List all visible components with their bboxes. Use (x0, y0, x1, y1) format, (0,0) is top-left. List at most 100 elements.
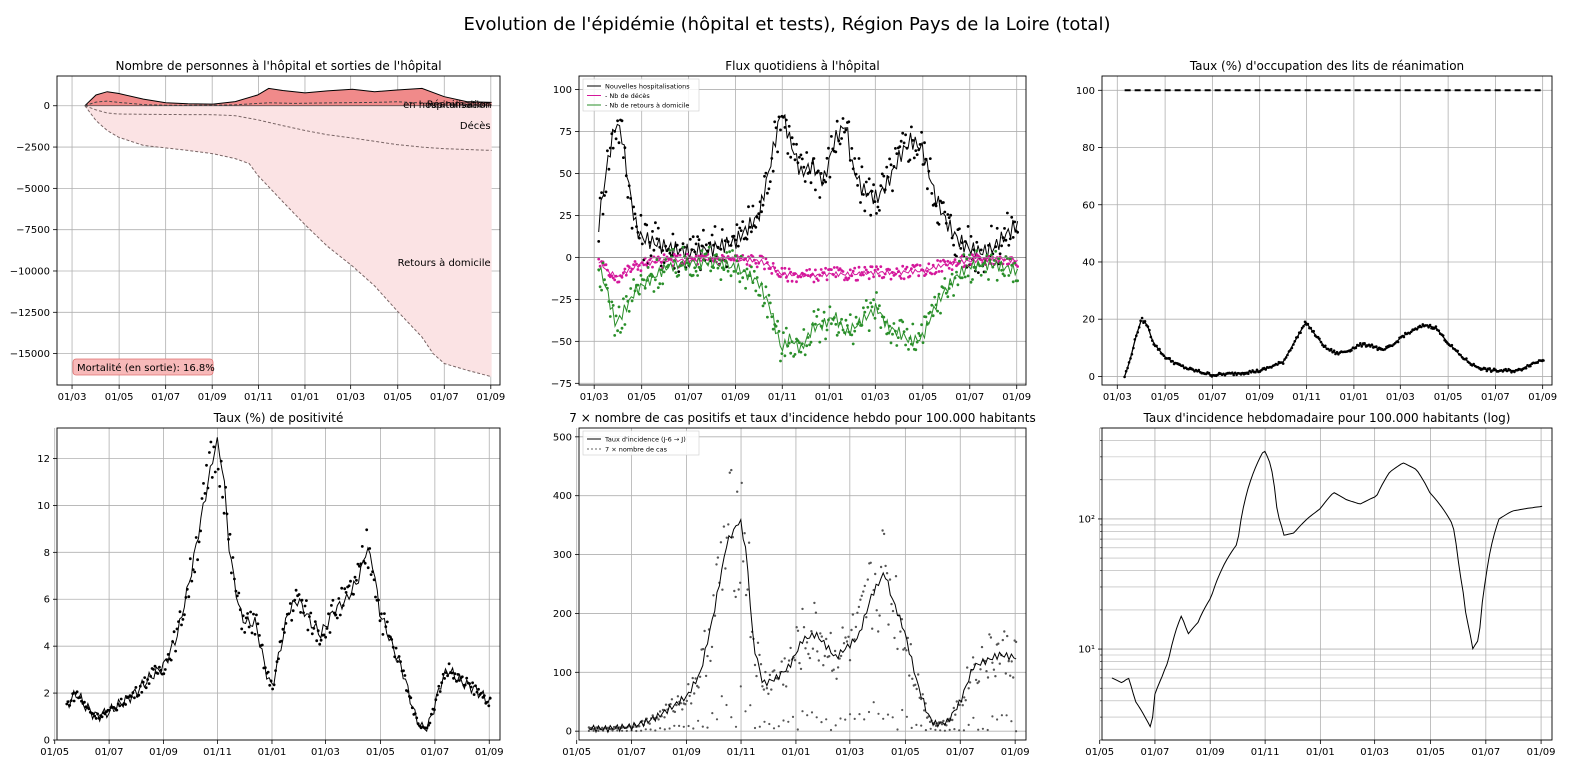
flux-point (598, 285, 602, 289)
cases-point (749, 704, 752, 707)
flux-point (761, 304, 765, 308)
flux-point (905, 327, 909, 331)
cases-point (675, 703, 678, 707)
flux-point (608, 315, 612, 318)
cases-point (787, 659, 791, 662)
flux-point (825, 156, 829, 160)
positivity-point (143, 676, 147, 679)
positivity-point (458, 679, 461, 682)
cases-point (994, 675, 997, 678)
cases-point (777, 725, 780, 728)
flux-point (828, 175, 832, 179)
cases-incidence-ytick-label: 100 (553, 668, 572, 679)
incidence-log-xtick-label: 01/07 (1141, 747, 1170, 758)
flux-point (613, 278, 617, 282)
incidence-line (588, 517, 1017, 734)
cases-point (915, 723, 918, 727)
flux-point (626, 196, 630, 199)
cases-point (654, 729, 657, 732)
flux-point (912, 156, 916, 160)
flux-point (688, 237, 692, 241)
positivity-point (255, 613, 258, 617)
flux-point (629, 270, 633, 273)
cases-point (1009, 674, 1012, 677)
hospital-flux-ytick-label: 50 (559, 169, 572, 180)
positivity-point (221, 495, 225, 499)
cases-point (939, 729, 942, 732)
incidence-log-xtick-label: 01/05 (1416, 747, 1445, 758)
cases-point (820, 635, 823, 638)
cases-point (845, 640, 849, 643)
cases-point (616, 729, 619, 732)
cases-point (664, 703, 668, 706)
flux-point (619, 331, 622, 334)
flux-point (745, 237, 749, 241)
cases-point (762, 688, 766, 691)
positivity-point (291, 609, 295, 613)
flux-point (776, 319, 779, 323)
cases-point (834, 724, 837, 727)
cases-point (786, 670, 789, 673)
cases-point (739, 685, 742, 688)
cases-point (734, 725, 738, 728)
positivity-grid (54, 428, 500, 741)
mortality-box (72, 358, 214, 376)
flux-point (725, 265, 729, 269)
cases-point (780, 660, 783, 663)
hospital-flux-xtick-label: 01/03 (861, 392, 890, 403)
positivity-point (380, 612, 383, 616)
flux-point (745, 267, 749, 271)
flux-point (800, 157, 804, 161)
flux-point (789, 351, 793, 355)
positivity-point (331, 598, 335, 602)
cases-point (638, 725, 641, 728)
positivity-frame (56, 427, 501, 741)
flux-point (623, 323, 627, 326)
positivity-point (325, 627, 329, 630)
cases-point (900, 618, 904, 621)
flux-point (645, 263, 649, 267)
positivity-point (172, 630, 176, 634)
flux-point (632, 278, 635, 281)
positivity-point (378, 619, 382, 623)
hospital-stock-xtick-label: 01/09 (476, 392, 505, 403)
cases-point (853, 638, 856, 641)
flux-point (790, 279, 794, 283)
deaths-line (84, 105, 492, 151)
cases-point (962, 729, 966, 732)
cases-point (810, 711, 814, 714)
cases-point (977, 728, 980, 731)
flux-line (598, 255, 1018, 279)
cases-point (958, 729, 961, 732)
positivity-point (385, 620, 389, 624)
flux-point (863, 265, 867, 269)
positivity-ytick-label: 6 (44, 595, 50, 606)
cases-point (952, 706, 955, 710)
cases-point (658, 710, 662, 713)
flux-point (853, 266, 857, 270)
flux-point (848, 313, 852, 316)
cases-point (682, 725, 685, 728)
flux-point (947, 266, 951, 270)
flux-point (773, 120, 777, 124)
icu-point (1247, 372, 1250, 376)
positivity-point (266, 670, 270, 674)
icu-occupancy-grid (1102, 76, 1552, 385)
cases-point (833, 649, 837, 653)
flux-point (942, 286, 945, 290)
flux-point (741, 220, 745, 224)
flux-point (814, 188, 817, 192)
hospital-stock-xtick-label: 01/03 (336, 392, 365, 403)
flux-point (926, 187, 929, 191)
positivity-point (181, 618, 185, 621)
cases-point (687, 724, 690, 728)
cases-point (963, 696, 966, 699)
flux-point (798, 341, 801, 345)
icu-occupancy-xtick-label: 01/11 (1292, 392, 1321, 403)
positivity-ytick-label: 2 (44, 689, 50, 700)
icu-occupancy-ytick-label: 0 (1089, 372, 1095, 383)
cases-point (1004, 672, 1007, 675)
flux-point (815, 277, 819, 280)
flux-point (787, 267, 791, 271)
flux-point (662, 261, 666, 265)
